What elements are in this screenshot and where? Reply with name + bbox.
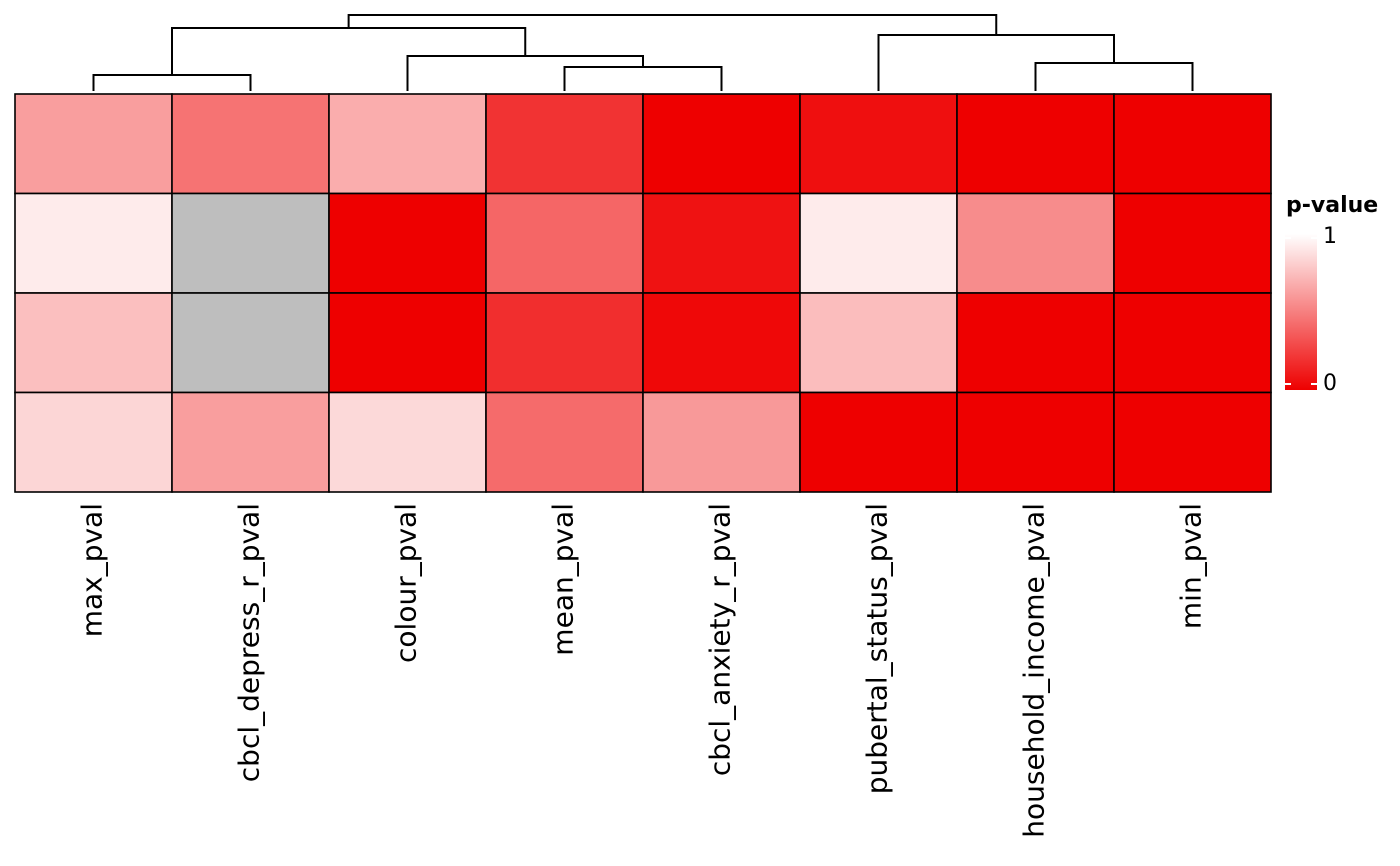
heatmap-cell bbox=[642, 391, 801, 493]
heatmap-cell bbox=[485, 93, 644, 195]
legend bbox=[1285, 234, 1317, 390]
heatmap-cell bbox=[485, 192, 644, 294]
heatmap-cell bbox=[171, 292, 330, 394]
heatmap-cell bbox=[956, 391, 1115, 493]
legend-color-bar bbox=[1285, 234, 1317, 390]
heatmap-cell bbox=[799, 292, 958, 394]
heatmap-cell bbox=[14, 93, 173, 195]
dendrogram-branch bbox=[347, 14, 998, 35]
heatmap-cell bbox=[642, 292, 801, 394]
legend-tick-max: 1 bbox=[1323, 224, 1337, 249]
heatmap-cell bbox=[485, 292, 644, 394]
heatmap-cell bbox=[956, 93, 1115, 195]
legend-tick-min: 0 bbox=[1323, 371, 1337, 396]
heatmap-cell bbox=[171, 93, 330, 195]
column-label: cbcl_depress_r_pval bbox=[233, 503, 266, 782]
dendrogram-branch bbox=[1034, 62, 1194, 91]
dendrogram-branch bbox=[563, 66, 723, 91]
column-label: household_income_pval bbox=[1018, 503, 1051, 838]
heatmap-cell bbox=[328, 391, 487, 493]
dendrogram-branch bbox=[92, 74, 252, 91]
heatmap-cell bbox=[1113, 93, 1272, 195]
legend-title: p-value bbox=[1286, 193, 1379, 218]
heatmap-cell bbox=[642, 93, 801, 195]
heatmap-cell bbox=[799, 391, 958, 493]
column-labels: max_pval cbcl_depress_r_pval colour_pval me… bbox=[76, 503, 1208, 838]
column-dendrogram bbox=[92, 14, 1194, 91]
heatmap-cell bbox=[799, 192, 958, 294]
heatmap-cells bbox=[14, 93, 1272, 493]
dendrogram-branch bbox=[171, 27, 527, 75]
heatmap-cell bbox=[171, 391, 330, 493]
column-label: cbcl_anxiety_r_pval bbox=[704, 503, 737, 776]
dendrogram-branch bbox=[406, 55, 644, 91]
heatmap-cell bbox=[328, 192, 487, 294]
heatmap-cell bbox=[1113, 292, 1272, 394]
heatmap-cell bbox=[328, 93, 487, 195]
column-label: mean_pval bbox=[547, 503, 580, 656]
heatmap-cell bbox=[171, 192, 330, 294]
heatmap-cell bbox=[14, 292, 173, 394]
column-label: min_pval bbox=[1175, 503, 1208, 629]
heatmap-cell bbox=[956, 292, 1115, 394]
heatmap-cell bbox=[1113, 192, 1272, 294]
heatmap-cell bbox=[14, 192, 173, 294]
heatmap-cell bbox=[328, 292, 487, 394]
heatmap-cell bbox=[956, 192, 1115, 294]
column-label: pubertal_status_pval bbox=[861, 503, 894, 794]
column-label: colour_pval bbox=[390, 503, 423, 663]
column-label: max_pval bbox=[76, 503, 109, 637]
heatmap-cell bbox=[485, 391, 644, 493]
heatmap-cell bbox=[642, 192, 801, 294]
heatmap-cell bbox=[1113, 391, 1272, 493]
heatmap-cell bbox=[799, 93, 958, 195]
heatmap-cell bbox=[14, 391, 173, 493]
